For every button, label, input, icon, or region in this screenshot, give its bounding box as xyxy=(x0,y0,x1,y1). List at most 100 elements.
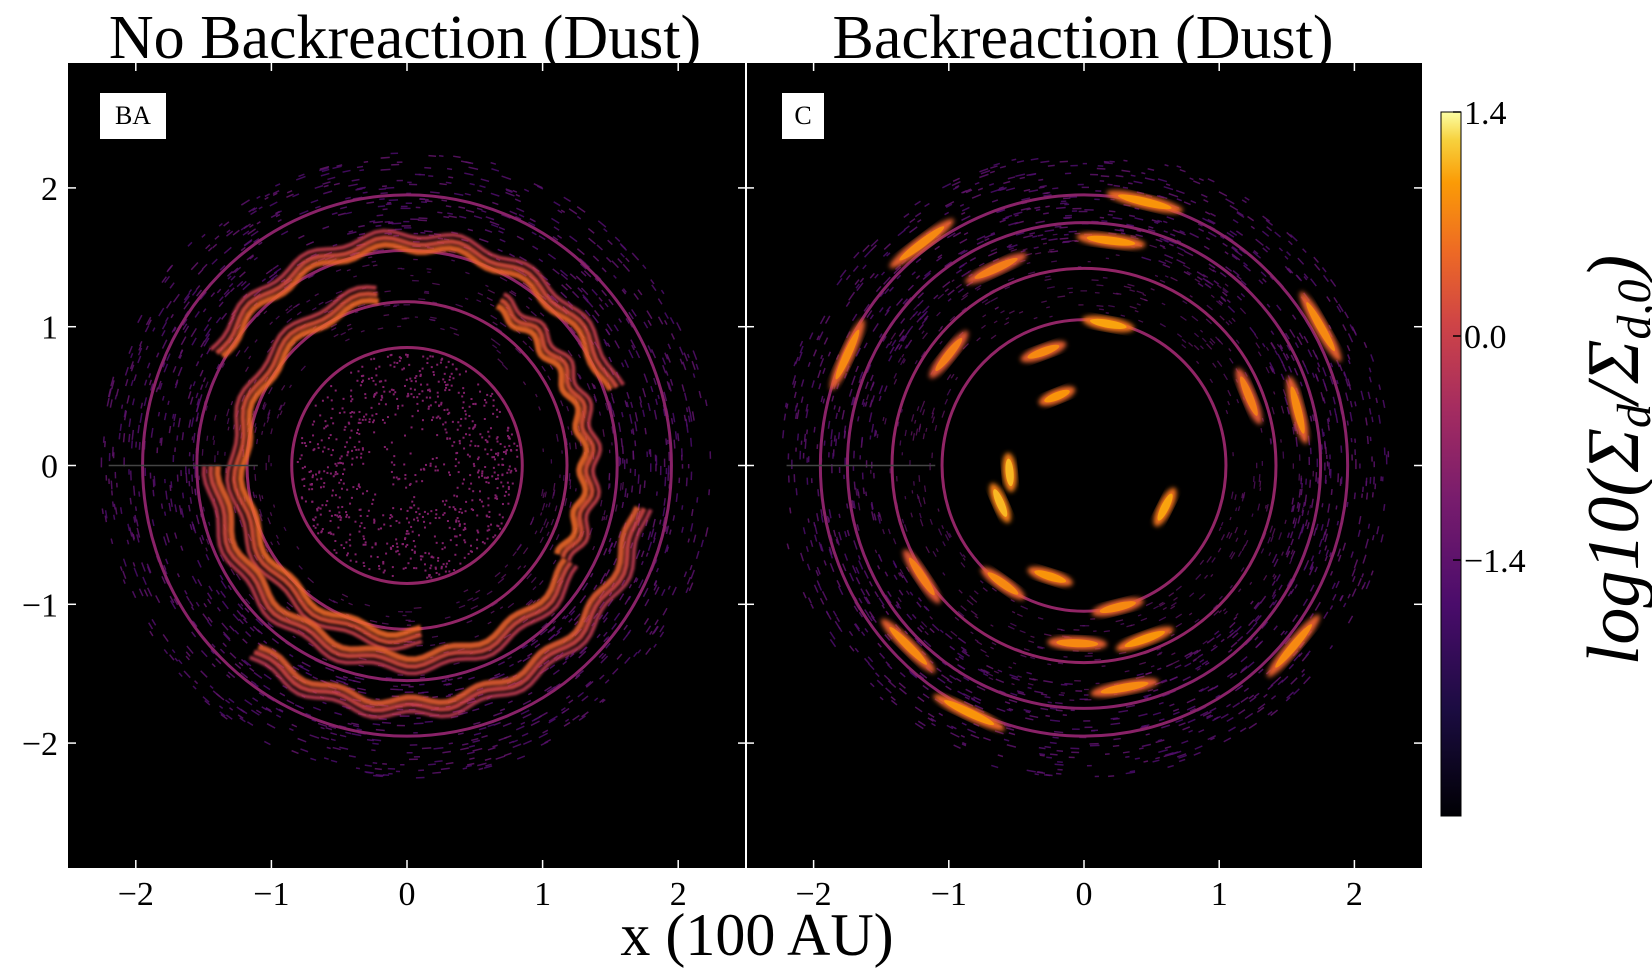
dust-dash xyxy=(585,680,592,687)
dust-dash xyxy=(445,694,452,698)
dust-dash xyxy=(266,416,270,423)
dust-dash xyxy=(862,402,866,407)
dust-dash xyxy=(852,500,856,510)
dust-dash xyxy=(128,433,131,443)
dust-speck xyxy=(457,471,460,474)
dust-speck xyxy=(436,434,439,437)
dust-dash xyxy=(189,600,194,607)
dust-dash xyxy=(437,211,443,214)
dust-dash xyxy=(1353,559,1359,569)
dust-dash xyxy=(115,388,120,397)
dust-dash xyxy=(1191,315,1199,322)
dust-dash xyxy=(1296,336,1303,346)
dust-dash xyxy=(191,289,198,296)
dust-dash xyxy=(906,613,913,621)
dust-dash xyxy=(253,494,256,499)
dust-speck xyxy=(426,362,429,365)
dust-dash xyxy=(655,567,659,573)
dust-dash xyxy=(1249,326,1257,336)
dust-dash xyxy=(1226,231,1235,238)
dust-speck xyxy=(398,359,401,362)
dust-speck xyxy=(506,435,509,438)
dust-dash xyxy=(286,606,291,611)
dust-speck xyxy=(403,463,406,466)
dust-dash xyxy=(359,169,365,172)
dust-speck xyxy=(435,509,438,512)
dust-dash xyxy=(630,429,633,434)
dust-dash xyxy=(1123,285,1132,289)
dust-dash xyxy=(676,322,682,331)
dust-speck xyxy=(322,485,325,488)
dust-dash xyxy=(942,281,951,289)
dust-dash xyxy=(883,243,891,251)
dust-speck xyxy=(398,521,401,524)
dust-dash xyxy=(305,712,312,717)
dust-dash xyxy=(666,381,671,390)
dust-dash xyxy=(423,292,430,295)
dust-dash xyxy=(1043,212,1049,215)
dust-speck xyxy=(434,566,437,569)
dust-speck xyxy=(375,374,378,377)
dust-dash xyxy=(264,193,271,198)
dust-dash xyxy=(1322,397,1326,404)
dust-dash xyxy=(172,365,177,373)
dust-dash xyxy=(621,482,624,490)
dust-dash xyxy=(1290,505,1294,513)
dust-speck xyxy=(360,375,363,378)
dust-dash xyxy=(584,309,591,317)
dust-dash xyxy=(1284,255,1289,260)
dust-dash xyxy=(665,438,668,446)
dust-dash xyxy=(1329,278,1337,287)
dust-dash xyxy=(1346,345,1351,352)
dust-speck xyxy=(374,493,377,496)
dust-dash xyxy=(1368,408,1372,415)
dust-dash xyxy=(240,246,246,252)
dust-speck xyxy=(319,513,322,516)
dust-dash xyxy=(223,633,231,642)
dust-dash xyxy=(1107,213,1113,216)
dust-dash xyxy=(438,154,444,157)
dust-dash xyxy=(594,309,600,317)
dust-dash xyxy=(542,492,545,499)
dust-dash xyxy=(371,738,382,742)
dust-dash xyxy=(137,347,143,356)
dust-dash xyxy=(307,577,315,584)
dust-dash xyxy=(958,664,965,670)
dust-dash xyxy=(296,311,302,316)
dust-dash xyxy=(357,687,366,691)
dust-dash xyxy=(1220,638,1225,643)
dust-dash xyxy=(621,579,626,586)
dust-speck xyxy=(405,353,408,356)
dust-dash xyxy=(1098,308,1104,311)
dust-dash xyxy=(814,534,818,542)
dust-dash xyxy=(819,357,825,367)
dust-dash xyxy=(657,316,664,325)
dust-dash xyxy=(333,333,339,338)
dust-dash xyxy=(1015,231,1025,236)
dust-speck xyxy=(458,439,461,442)
dust-dash xyxy=(161,329,166,337)
dust-speck xyxy=(406,509,409,512)
dust-dash xyxy=(172,293,180,303)
dust-dash xyxy=(631,252,640,261)
clump-core xyxy=(1124,630,1165,648)
dust-speck xyxy=(501,473,504,476)
dust-dash xyxy=(1104,162,1113,165)
dust-dash xyxy=(871,423,875,433)
dust-speck xyxy=(337,462,340,465)
dust-dash xyxy=(155,595,161,604)
dust-dash xyxy=(1335,505,1338,510)
dust-dash xyxy=(870,239,879,247)
dust-speck xyxy=(496,408,499,411)
dust-dash xyxy=(492,321,498,326)
dust-dash xyxy=(321,168,330,173)
dust-speck xyxy=(455,535,458,538)
dust-speck xyxy=(410,393,413,396)
dust-speck xyxy=(336,472,339,475)
dust-speck xyxy=(329,434,332,437)
dust-dash xyxy=(322,181,331,185)
dust-dash xyxy=(1240,292,1246,298)
dust-dash xyxy=(891,339,897,347)
dust-dash xyxy=(1162,692,1170,697)
dust-dash xyxy=(145,345,149,351)
